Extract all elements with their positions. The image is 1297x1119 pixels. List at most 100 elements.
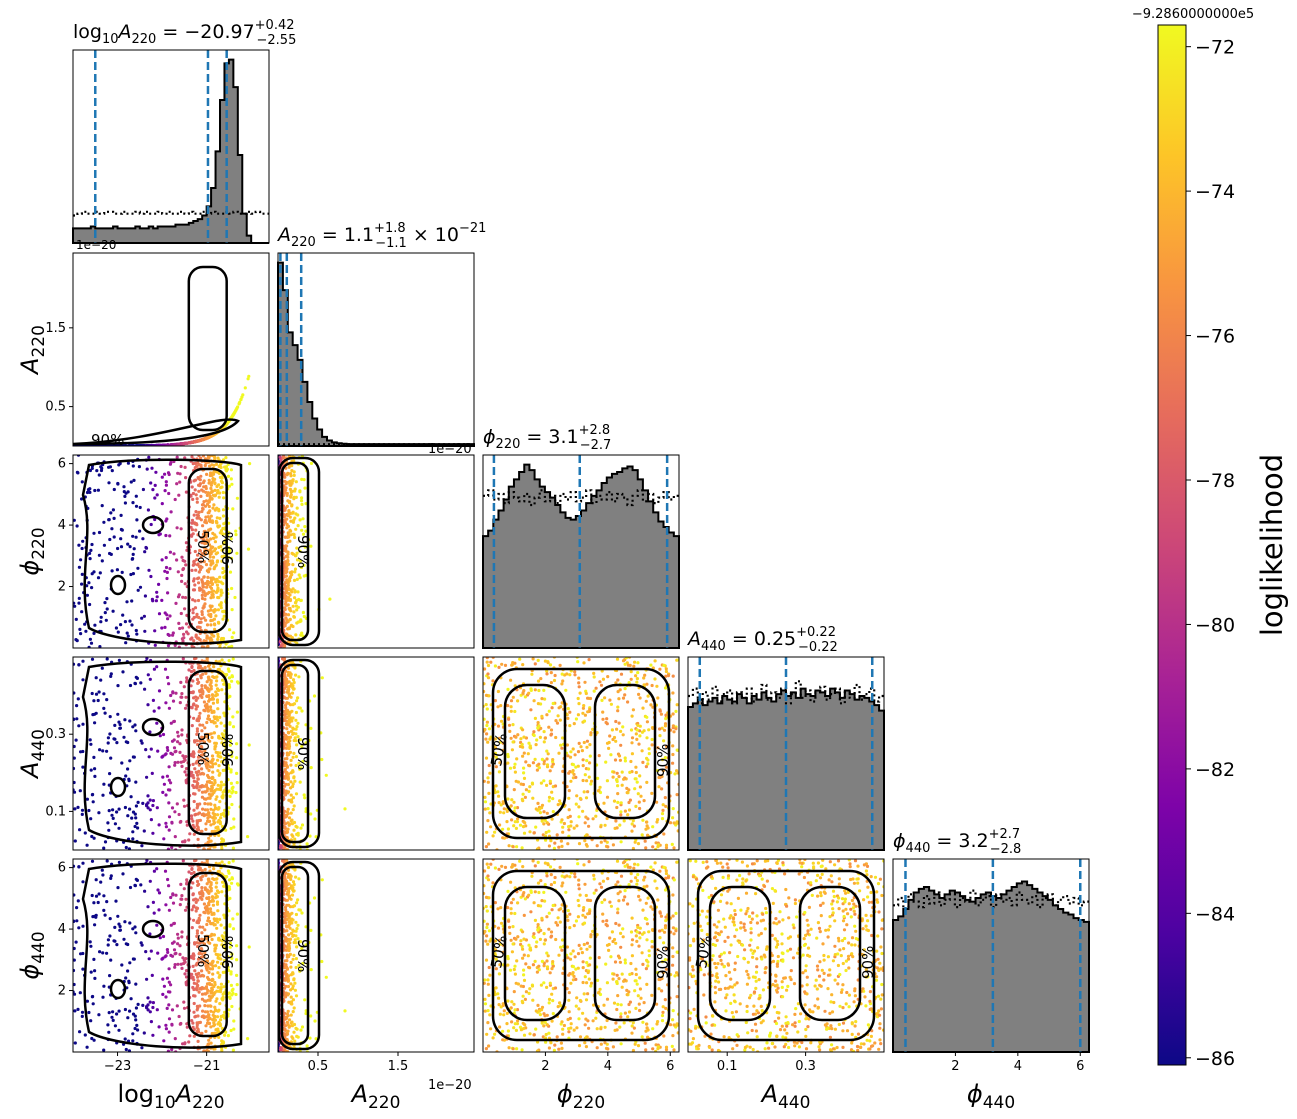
scatter-point	[191, 611, 195, 615]
scatter-point	[574, 717, 579, 721]
scatter-point	[219, 816, 223, 820]
scatter-point	[214, 535, 218, 539]
scatter-point	[659, 712, 664, 716]
scatter-point	[99, 620, 103, 624]
scatter-point	[149, 522, 153, 527]
contour-90-island	[109, 574, 127, 596]
scatter-point	[294, 718, 298, 722]
scatter-point	[123, 805, 127, 810]
scatter-point	[164, 483, 168, 487]
scatter-point	[553, 784, 558, 788]
scatter-point	[196, 577, 200, 581]
scatter-point	[194, 528, 198, 532]
scatter-point	[161, 732, 166, 737]
scatter-point	[215, 813, 220, 817]
scatter-point	[621, 659, 626, 663]
scatter-point	[217, 787, 221, 791]
scatter-point	[207, 478, 211, 482]
scatter-point	[208, 780, 212, 785]
scatter-point	[77, 724, 81, 728]
scatter-point	[246, 377, 250, 381]
scatter-point	[577, 702, 581, 706]
scatter-point	[134, 780, 138, 784]
scatter-point	[209, 563, 213, 567]
scatter-point	[210, 693, 215, 697]
scatter-point	[103, 601, 107, 605]
scatter-point	[180, 728, 184, 732]
scatter-point	[616, 800, 620, 805]
scatter-point	[191, 762, 195, 767]
scatter-point	[673, 772, 677, 776]
scatter-point	[485, 707, 489, 711]
scatter-point	[195, 516, 199, 520]
scatter-point	[287, 591, 291, 596]
scatter-point	[616, 784, 620, 788]
scatter-point	[89, 742, 93, 746]
scatter-point	[587, 767, 591, 771]
scatter-point	[209, 471, 213, 475]
scatter-point	[184, 755, 188, 759]
scatter-point	[544, 838, 548, 842]
scatter-point	[557, 706, 561, 710]
scatter-point	[662, 832, 666, 836]
scatter-point	[293, 589, 297, 593]
scatter-point	[628, 770, 632, 775]
scatter-point	[296, 524, 300, 528]
scatter-point	[576, 750, 581, 754]
scatter-point	[518, 657, 522, 661]
scatter-point	[581, 764, 585, 768]
scatter-point	[190, 636, 194, 640]
scatter-point	[308, 834, 312, 838]
scatter-point	[201, 455, 205, 458]
scatter-point	[300, 823, 305, 827]
scatter-point	[136, 800, 140, 805]
scatter-point	[73, 717, 76, 721]
scatter-point	[540, 803, 545, 807]
scatter-point	[304, 529, 308, 533]
scatter-point	[143, 629, 147, 633]
scatter-point	[207, 481, 211, 485]
scatter-point	[221, 760, 225, 764]
scatter-point	[146, 703, 150, 707]
scatter-point	[292, 804, 296, 808]
scatter-point	[106, 821, 110, 825]
scatter-point	[194, 695, 198, 699]
scatter-point	[175, 482, 179, 486]
scatter-point	[638, 806, 642, 811]
scatter-point	[606, 845, 610, 849]
scatter-point	[508, 729, 512, 734]
scatter-point	[228, 694, 232, 699]
scatter-point	[635, 728, 639, 732]
scatter-point	[542, 688, 546, 693]
scatter-point	[138, 585, 143, 589]
scatter-point	[635, 737, 639, 742]
scatter-point	[583, 713, 588, 717]
scatter-point	[584, 815, 588, 819]
scatter-point	[227, 645, 231, 648]
scatter-point	[605, 840, 609, 844]
scatter-point	[524, 788, 529, 792]
scatter-point	[483, 795, 487, 800]
scatter-point	[143, 594, 147, 598]
scatter-point	[73, 756, 76, 760]
scatter-point	[122, 485, 126, 489]
scatter-point	[179, 819, 183, 824]
scatter-point	[148, 730, 152, 734]
scatter-point	[343, 807, 347, 811]
contours	[491, 667, 671, 840]
scatter-point	[206, 570, 211, 574]
scatter-point	[192, 577, 196, 581]
scatter-point	[78, 828, 82, 832]
scatter-point	[292, 497, 296, 501]
scatter-point	[603, 696, 607, 700]
scatter-point	[173, 835, 177, 839]
scatter-point	[209, 681, 213, 685]
scatter-point	[108, 772, 112, 776]
scatter-point	[88, 487, 92, 491]
scatter-point	[153, 483, 157, 487]
scatter-point	[220, 555, 224, 559]
scatter-point	[230, 482, 234, 486]
scatter-point	[111, 609, 115, 613]
scatter-point	[174, 601, 178, 606]
scatter-point	[210, 559, 214, 563]
